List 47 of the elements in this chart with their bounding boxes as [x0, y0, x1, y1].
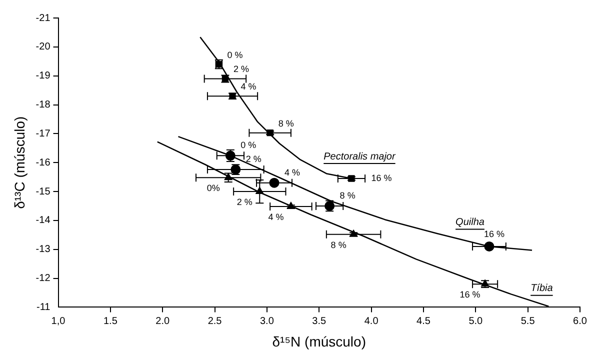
y-tick-label: -16	[36, 157, 51, 168]
point	[350, 230, 358, 237]
x-tick-label: 4.5	[416, 316, 431, 327]
annotation: 4 %	[268, 212, 284, 222]
annotation: 2 %	[233, 64, 249, 74]
y-tick-label: -15	[36, 186, 51, 198]
annotation: 8 %	[330, 240, 346, 250]
x-tick-label: 1.5	[103, 316, 118, 327]
y-tick-label: -11	[36, 302, 51, 313]
y-tick-label: -17	[36, 128, 51, 140]
annotation: 2 %	[236, 197, 252, 208]
point	[256, 187, 264, 194]
x-tick-label: 5.5	[520, 316, 536, 327]
point	[484, 241, 494, 252]
annotation: 8 %	[278, 118, 294, 128]
point	[269, 178, 280, 188]
annotation: 16 %	[484, 228, 504, 239]
annotation: 4 %	[284, 167, 300, 178]
annotation: 16 %	[371, 172, 392, 183]
x-tick-label: 3.5	[312, 316, 327, 327]
x-tick-label: 5.0	[468, 316, 484, 327]
annotation: 0 %	[240, 140, 256, 150]
x-tick-label: 6.0	[573, 316, 588, 327]
point	[286, 202, 295, 210]
y-axis-title: δ¹³C (músculo)	[11, 116, 28, 209]
x-tick-label: 3.0	[260, 316, 274, 327]
y-tick-label: -18	[36, 100, 51, 111]
annotation: 2 %	[246, 154, 262, 164]
series-label: Pectoralis major	[324, 151, 396, 162]
y-tick-label: -12	[36, 273, 51, 284]
annotation: 16 %	[460, 290, 480, 300]
y-tick-label: -14	[36, 215, 51, 226]
y-tick-label: -21	[36, 12, 51, 24]
y-tick-label: -20	[36, 42, 51, 53]
annotation: 0%	[206, 183, 220, 194]
x-tick-label: 1,0	[51, 316, 66, 327]
y-tick-label: -19	[36, 70, 51, 82]
series-label: Quilha	[456, 217, 485, 228]
x-tick-label: 2.5	[208, 316, 222, 327]
annotation: 0 %	[227, 50, 243, 60]
y-tick-label: -13	[36, 244, 51, 256]
annotation: 4 %	[240, 82, 256, 92]
x-axis-title: δ¹⁵N (músculo)	[272, 333, 366, 350]
x-tick-label: 4.0	[364, 316, 379, 327]
annotation: 8 %	[340, 190, 356, 200]
x-tick-label: 2.0	[156, 316, 170, 327]
series-label: Tíbia	[530, 283, 554, 294]
